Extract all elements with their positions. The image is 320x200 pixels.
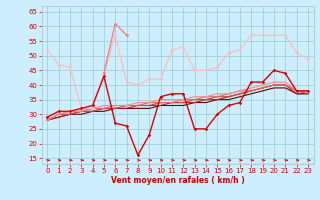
X-axis label: Vent moyen/en rafales ( km/h ): Vent moyen/en rafales ( km/h ) — [111, 176, 244, 185]
